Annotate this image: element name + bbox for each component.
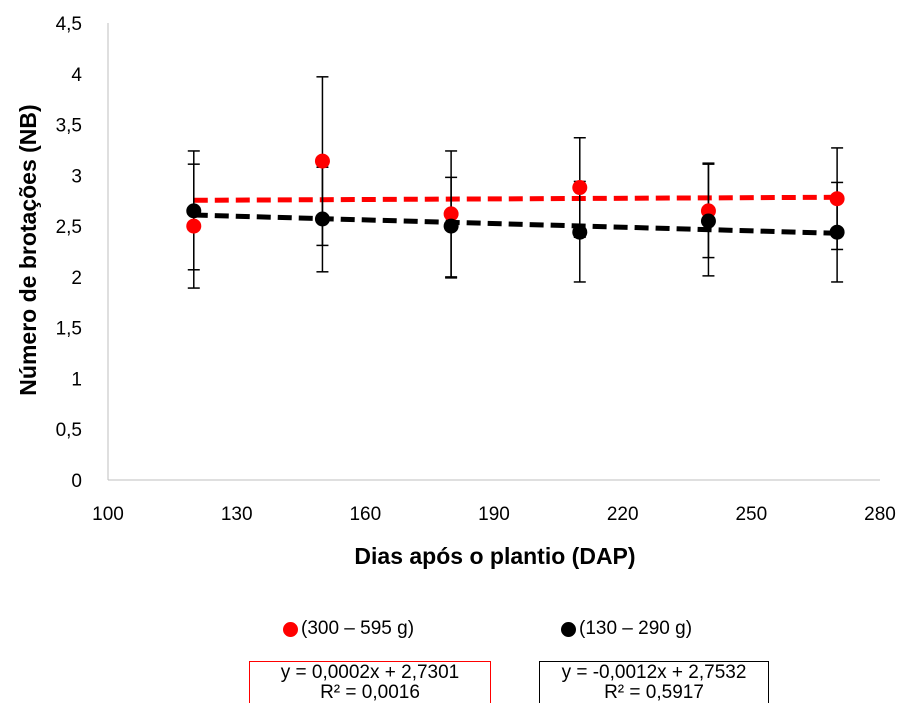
- y-tick-labels: 0 0,5 1 1,5 2 2,5 3 3,5 4 4,5: [56, 14, 83, 492]
- trendlines: [193, 194, 838, 236]
- data-point-series-2: [314, 211, 330, 227]
- x-tick-labels: 100 130 160 190 220 250 280: [92, 504, 896, 525]
- legend-marker-red: [283, 621, 298, 637]
- data-point-series-2: [443, 218, 459, 234]
- data-points: [186, 153, 845, 240]
- trendline-series-2: [193, 212, 838, 236]
- data-point-series-1: [186, 218, 202, 234]
- y-tick-label: 0: [71, 471, 82, 492]
- x-axis-title: Dias após o plantio (DAP): [354, 543, 635, 569]
- data-point-series-2: [572, 224, 588, 240]
- data-point-series-2: [186, 203, 202, 219]
- y-tick-label: 1: [71, 369, 82, 390]
- y-tick-label: 4,5: [56, 14, 82, 35]
- y-tick-label: 3: [71, 166, 82, 187]
- x-tick-label: 160: [349, 504, 381, 525]
- x-tick-label: 130: [221, 504, 253, 525]
- x-tick-label: 190: [478, 504, 510, 525]
- data-point-series-1: [443, 206, 459, 222]
- legend-marker-black: [561, 621, 576, 637]
- trendline-equation: y = 0,0002x + 2,7301: [280, 662, 460, 683]
- trendline-r2: R² = 0,5917: [604, 682, 704, 703]
- y-tick-label: 0,5: [56, 420, 82, 441]
- data-point-series-2: [700, 213, 716, 229]
- legend-label-series-2: (130 – 290 g): [579, 618, 693, 639]
- y-axis-title: Número de brotações (NB): [15, 104, 41, 395]
- trendline-r2: R² = 0,0016: [320, 682, 420, 703]
- x-tick-label: 280: [864, 504, 896, 525]
- trendline-equation-box-series-1: y = 0,0002x + 2,7301 R² = 0,0016: [249, 661, 491, 703]
- trendline-equation-box-series-2: y = -0,0012x + 2,7532 R² = 0,5917: [539, 661, 769, 703]
- trendline-equation: y = -0,0012x + 2,7532: [561, 662, 747, 683]
- legend-entry-series-1: (300 – 595 g): [283, 618, 414, 640]
- legend-label-series-1: (300 – 595 g): [301, 618, 415, 639]
- y-tick-label: 2: [71, 268, 82, 289]
- y-tick-label: 1,5: [56, 319, 82, 340]
- x-tick-label: 220: [607, 504, 639, 525]
- y-tick-label: 3,5: [56, 116, 82, 137]
- legend-entry-series-2: (130 – 290 g): [561, 618, 692, 640]
- trendline-series-1: [193, 194, 838, 203]
- axes: [107, 23, 880, 481]
- data-point-series-1: [314, 153, 330, 169]
- error-bars: [187, 76, 844, 289]
- x-tick-label: 100: [92, 504, 124, 525]
- data-point-series-1: [829, 191, 845, 207]
- data-point-series-1: [572, 180, 588, 196]
- y-tick-label: 2,5: [56, 217, 82, 238]
- y-tick-label: 4: [71, 65, 82, 86]
- x-tick-label: 250: [735, 504, 767, 525]
- data-point-series-2: [829, 224, 845, 240]
